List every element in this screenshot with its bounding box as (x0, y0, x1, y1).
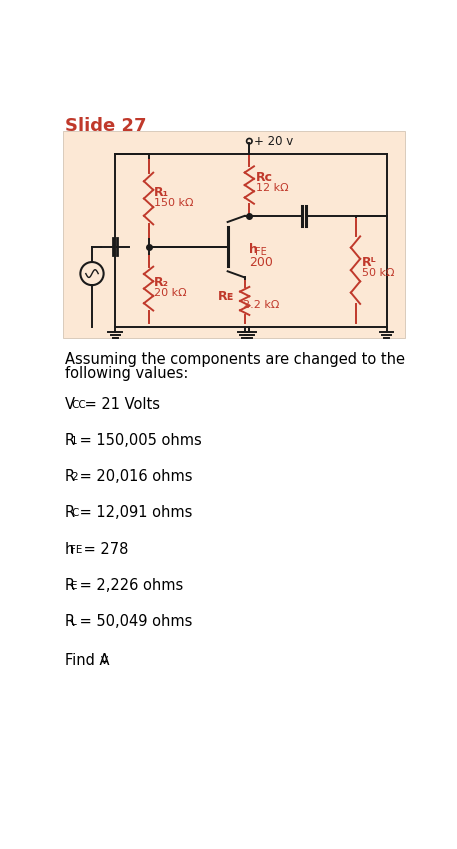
Text: V: V (65, 396, 75, 412)
Text: 2.2 kΩ: 2.2 kΩ (243, 300, 280, 310)
Text: = 2,226 ohms: = 2,226 ohms (75, 577, 184, 593)
Text: = 12,091 ohms: = 12,091 ohms (75, 505, 193, 520)
Text: h: h (65, 542, 74, 557)
Text: Rᴸ: Rᴸ (361, 256, 376, 269)
Text: L: L (71, 617, 77, 627)
Text: = 20,016 ohms: = 20,016 ohms (75, 469, 193, 484)
Text: 2: 2 (71, 472, 78, 482)
Text: R: R (65, 505, 75, 520)
Text: = 50,049 ohms: = 50,049 ohms (75, 614, 193, 629)
Text: + 20 v: + 20 v (254, 135, 293, 148)
Text: = 150,005 ohms: = 150,005 ohms (75, 433, 202, 448)
Text: Rᴄ: Rᴄ (255, 171, 272, 184)
Text: CC: CC (72, 400, 86, 410)
Text: Assuming the components are changed to the: Assuming the components are changed to t… (65, 352, 405, 367)
Text: FE: FE (255, 247, 266, 256)
Text: Rᴇ: Rᴇ (218, 290, 234, 303)
Text: Slide 27: Slide 27 (65, 117, 146, 135)
Text: R: R (65, 433, 75, 448)
Text: R₁: R₁ (154, 186, 169, 199)
Text: 1: 1 (71, 436, 78, 446)
Text: = 21 Volts: = 21 Volts (80, 396, 160, 412)
Text: h: h (250, 243, 258, 256)
Text: 50 kΩ: 50 kΩ (361, 268, 394, 278)
Text: Find A: Find A (65, 653, 109, 668)
Text: E: E (71, 581, 78, 591)
Text: R: R (65, 614, 75, 629)
FancyBboxPatch shape (64, 131, 405, 338)
Text: = 278: = 278 (79, 542, 128, 557)
Text: 200: 200 (250, 256, 273, 269)
Text: 150 kΩ: 150 kΩ (154, 198, 193, 208)
Text: R₂: R₂ (154, 276, 169, 289)
Text: R: R (65, 577, 75, 593)
Text: 12 kΩ: 12 kΩ (255, 183, 288, 193)
Text: following values:: following values: (65, 366, 188, 381)
Text: FE: FE (70, 544, 83, 554)
Text: R: R (65, 469, 75, 484)
Text: C: C (71, 509, 79, 519)
Text: 20 kΩ: 20 kΩ (154, 288, 186, 298)
Text: V: V (101, 656, 108, 666)
